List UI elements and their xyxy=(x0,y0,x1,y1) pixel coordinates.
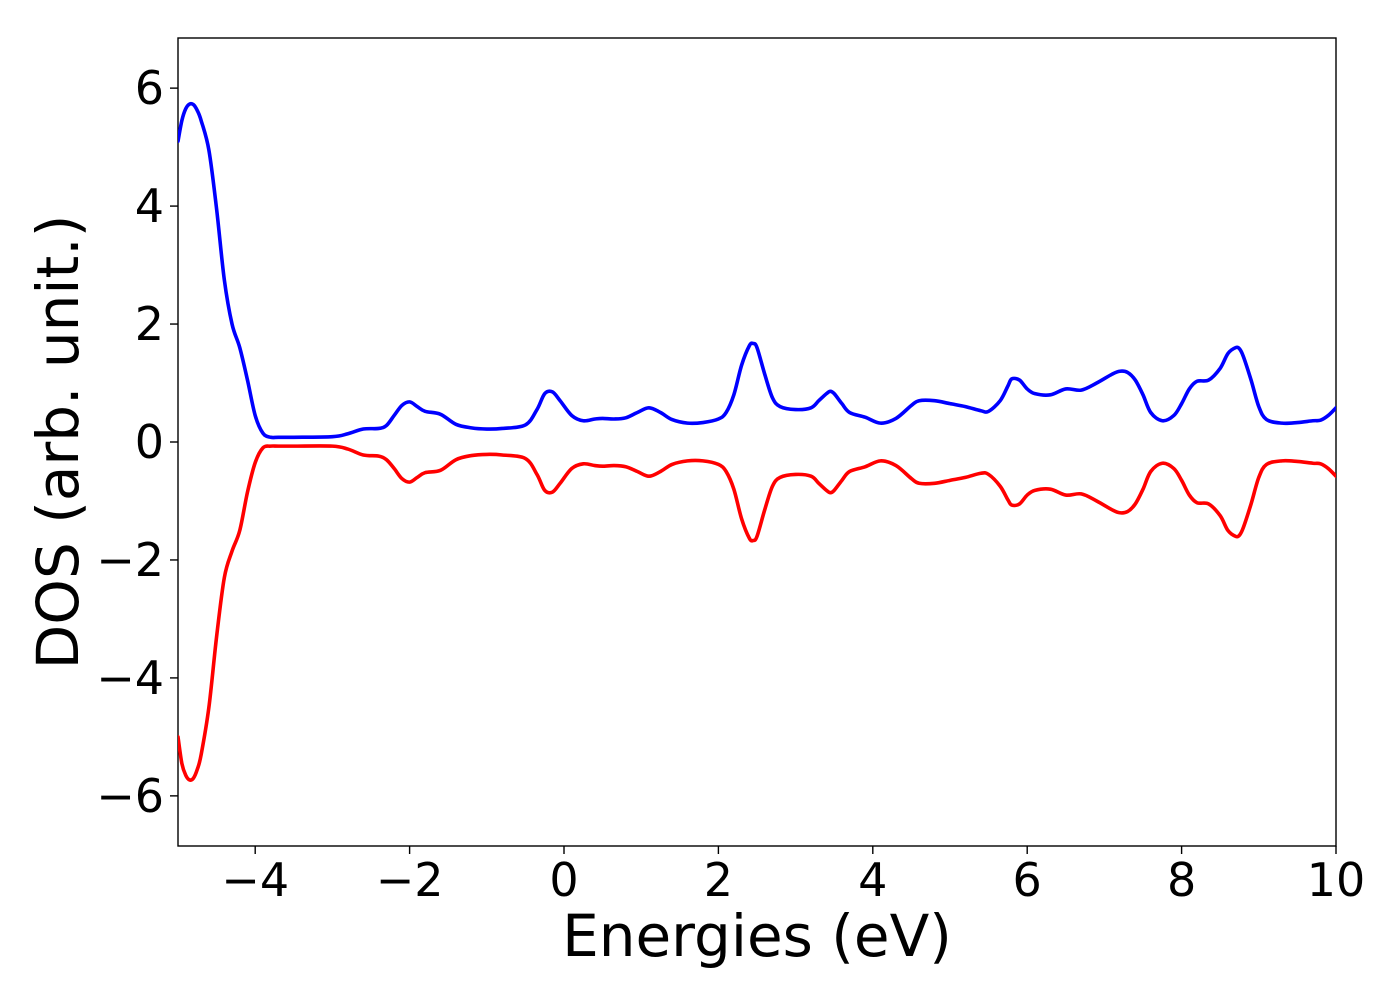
x-tick-label: 8 xyxy=(1167,853,1196,907)
y-axis-label: DOS (arb. unit.) xyxy=(24,215,92,670)
y-tick-label: −2 xyxy=(96,533,164,587)
series-layer xyxy=(178,101,1336,782)
x-tick-label: −2 xyxy=(376,853,444,907)
y-tick-label: 4 xyxy=(135,179,164,233)
y-tick-label: 6 xyxy=(135,61,164,115)
x-tick-label: 6 xyxy=(1013,853,1042,907)
x-tick-label: 0 xyxy=(549,853,578,907)
y-tick-label: 0 xyxy=(135,415,164,469)
y-axis-ticks: −6 −4 −2 0 2 4 6 xyxy=(96,61,178,823)
y-tick-label: 2 xyxy=(135,297,164,351)
x-tick-label: 2 xyxy=(704,853,733,907)
x-tick-label: 10 xyxy=(1307,853,1366,907)
y-tick-label: −6 xyxy=(96,769,164,823)
x-axis-ticks: −4 −2 0 2 4 6 8 10 xyxy=(221,846,1365,907)
series-line-1 xyxy=(178,101,1336,440)
y-tick-label: −4 xyxy=(96,651,164,705)
x-axis-label: Energies (eV) xyxy=(562,902,952,970)
series-line-2 xyxy=(178,444,1336,782)
x-tick-label: −4 xyxy=(221,853,289,907)
x-tick-label: 4 xyxy=(858,853,887,907)
plot-frame xyxy=(177,37,1337,847)
